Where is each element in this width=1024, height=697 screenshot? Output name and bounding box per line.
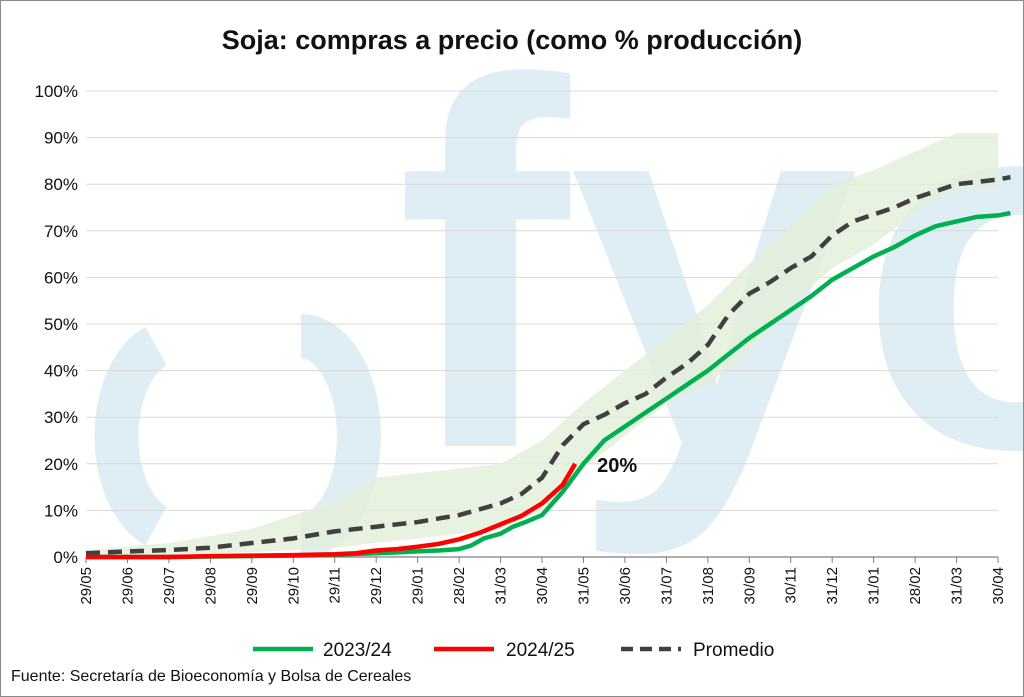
x-tick-label: 30/11	[783, 567, 800, 603]
x-tick-label: 29/05	[78, 567, 95, 605]
x-tick-label: 29/06	[119, 567, 136, 605]
x-tick-label: 31/01	[866, 567, 883, 605]
x-tick-label: 31/05	[575, 567, 592, 605]
y-tick-label: 90%	[44, 129, 78, 148]
y-tick-label: 30%	[44, 408, 78, 427]
series-line-2024-25	[86, 462, 578, 560]
x-tick-label: 30/06	[617, 567, 634, 605]
series-lines	[85, 174, 1011, 560]
x-tick-label: 30/04	[990, 567, 1007, 605]
x-tick-label: 29/07	[161, 567, 178, 605]
annotations: 20%	[597, 455, 637, 477]
legend-label: Promedio	[693, 640, 774, 661]
chart-title: Soja: compras a precio (como % producció…	[221, 25, 803, 55]
watermark-arc-left	[94, 326, 168, 546]
y-tick-label: 10%	[44, 501, 78, 520]
x-tick-label: 29/12	[368, 567, 385, 605]
range-band-area	[86, 132, 998, 557]
x-tick-label: 30/09	[741, 567, 758, 605]
range-band	[86, 132, 998, 557]
legend: 2023/24 2024/25 Promedio	[253, 640, 774, 661]
y-tick-label: 100%	[35, 82, 78, 101]
legend-label: 2023/24	[323, 640, 392, 661]
gridlines	[86, 90, 998, 511]
x-tick-label: 31/08	[700, 567, 717, 605]
x-tick-label: 29/09	[244, 567, 261, 605]
x-tick-label: 29/11	[327, 567, 344, 603]
x-tick-label: 30/04	[534, 567, 551, 605]
series-line-promedio	[85, 174, 1011, 556]
x-tick-label: 28/02	[451, 567, 468, 605]
x-tick-label: 31/03	[493, 567, 510, 605]
y-tick-label: 50%	[44, 315, 78, 334]
x-tick-label: 29/01	[410, 567, 427, 605]
legend-label: 2024/25	[506, 640, 575, 661]
y-tick-label: 0%	[53, 548, 78, 567]
y-tick-label: 20%	[44, 455, 78, 474]
x-tick-label: 29/08	[202, 567, 219, 605]
source-note: Fuente: Secretaría de Bioeconomía y Bols…	[11, 668, 412, 685]
y-tick-label: 70%	[44, 222, 78, 241]
x-tick-label: 28/02	[907, 567, 924, 605]
data-label-annotation: 20%	[597, 455, 637, 477]
x-tick-label: 29/10	[285, 567, 302, 605]
x-tick-label: 31/12	[824, 567, 841, 605]
y-tick-label: 60%	[44, 268, 78, 287]
x-tick-label: 31/07	[658, 567, 675, 605]
y-tick-label: 80%	[44, 175, 78, 194]
y-tick-label: 40%	[44, 362, 78, 381]
x-tick-label: 31/03	[949, 567, 966, 605]
axes: 0% 10% 20% 30% 40% 50% 60% 70% 80% 90% 100% 29/05 29…	[35, 82, 1007, 605]
